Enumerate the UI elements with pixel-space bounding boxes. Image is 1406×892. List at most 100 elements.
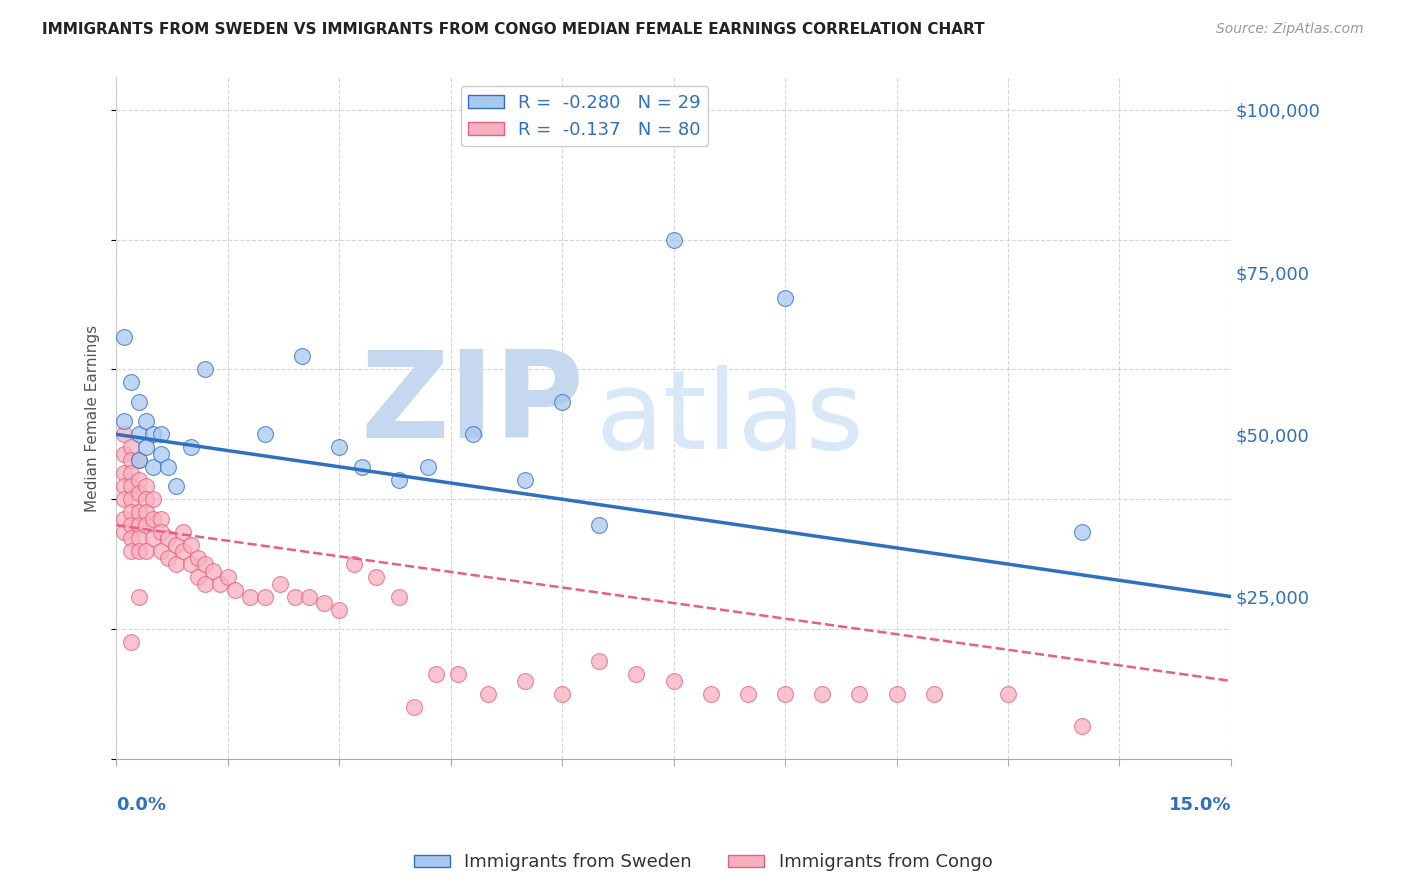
Point bbox=[112, 427, 135, 442]
Point bbox=[328, 440, 350, 454]
Point bbox=[112, 511, 135, 525]
Point bbox=[253, 590, 276, 604]
Point bbox=[128, 485, 150, 500]
Point bbox=[209, 576, 232, 591]
Point bbox=[194, 557, 217, 571]
Point bbox=[194, 362, 217, 376]
Point bbox=[120, 492, 142, 507]
Point bbox=[477, 687, 499, 701]
Point bbox=[128, 590, 150, 604]
Point bbox=[1071, 524, 1094, 539]
Point bbox=[112, 524, 135, 539]
Point bbox=[588, 655, 610, 669]
Point bbox=[291, 350, 314, 364]
Y-axis label: Median Female Earnings: Median Female Earnings bbox=[86, 325, 100, 512]
Point bbox=[848, 687, 870, 701]
Point bbox=[128, 453, 150, 467]
Point bbox=[187, 550, 209, 565]
Point bbox=[128, 473, 150, 487]
Point bbox=[461, 427, 484, 442]
Point bbox=[142, 459, 165, 474]
Point bbox=[128, 544, 150, 558]
Point bbox=[343, 557, 366, 571]
Point bbox=[811, 687, 834, 701]
Point bbox=[388, 473, 411, 487]
Point bbox=[142, 531, 165, 545]
Point bbox=[157, 531, 180, 545]
Point bbox=[172, 524, 194, 539]
Point bbox=[135, 414, 157, 428]
Point bbox=[402, 699, 425, 714]
Point bbox=[662, 673, 685, 688]
Point bbox=[180, 440, 202, 454]
Point bbox=[773, 291, 796, 305]
Point bbox=[112, 330, 135, 344]
Point bbox=[253, 427, 276, 442]
Text: IMMIGRANTS FROM SWEDEN VS IMMIGRANTS FROM CONGO MEDIAN FEMALE EARNINGS CORRELATI: IMMIGRANTS FROM SWEDEN VS IMMIGRANTS FRO… bbox=[42, 22, 984, 37]
Point bbox=[886, 687, 908, 701]
Point bbox=[773, 687, 796, 701]
Point bbox=[447, 667, 470, 681]
Point bbox=[551, 395, 574, 409]
Point bbox=[112, 467, 135, 481]
Point bbox=[269, 576, 291, 591]
Point bbox=[120, 531, 142, 545]
Point bbox=[128, 395, 150, 409]
Point bbox=[149, 544, 172, 558]
Point bbox=[551, 687, 574, 701]
Point bbox=[298, 590, 321, 604]
Point bbox=[172, 544, 194, 558]
Point bbox=[513, 473, 536, 487]
Point bbox=[135, 479, 157, 493]
Point bbox=[135, 518, 157, 533]
Point bbox=[128, 505, 150, 519]
Point bbox=[224, 583, 246, 598]
Point bbox=[418, 459, 440, 474]
Legend: Immigrants from Sweden, Immigrants from Congo: Immigrants from Sweden, Immigrants from … bbox=[406, 847, 1000, 879]
Point bbox=[737, 687, 759, 701]
Point bbox=[120, 635, 142, 649]
Point bbox=[187, 570, 209, 584]
Point bbox=[588, 518, 610, 533]
Point bbox=[128, 453, 150, 467]
Point bbox=[120, 467, 142, 481]
Point bbox=[284, 590, 307, 604]
Point bbox=[165, 479, 187, 493]
Point bbox=[513, 673, 536, 688]
Point bbox=[194, 576, 217, 591]
Point bbox=[180, 557, 202, 571]
Point bbox=[120, 544, 142, 558]
Point bbox=[142, 492, 165, 507]
Point bbox=[120, 440, 142, 454]
Point bbox=[149, 447, 172, 461]
Point bbox=[157, 459, 180, 474]
Point bbox=[165, 538, 187, 552]
Point bbox=[149, 511, 172, 525]
Text: 0.0%: 0.0% bbox=[117, 797, 166, 814]
Point bbox=[1071, 719, 1094, 733]
Point bbox=[128, 531, 150, 545]
Point bbox=[239, 590, 262, 604]
Point bbox=[314, 596, 336, 610]
Text: atlas: atlas bbox=[596, 365, 865, 472]
Point bbox=[120, 518, 142, 533]
Point bbox=[217, 570, 239, 584]
Point bbox=[922, 687, 945, 701]
Point bbox=[201, 564, 224, 578]
Point bbox=[112, 479, 135, 493]
Point bbox=[149, 427, 172, 442]
Point bbox=[425, 667, 447, 681]
Point bbox=[626, 667, 648, 681]
Point bbox=[112, 414, 135, 428]
Point bbox=[135, 440, 157, 454]
Point bbox=[120, 505, 142, 519]
Legend: R =  -0.280   N = 29, R =  -0.137   N = 80: R = -0.280 N = 29, R = -0.137 N = 80 bbox=[461, 87, 709, 146]
Point bbox=[135, 505, 157, 519]
Point bbox=[149, 524, 172, 539]
Point bbox=[350, 459, 373, 474]
Point bbox=[120, 376, 142, 390]
Point bbox=[997, 687, 1019, 701]
Point bbox=[700, 687, 723, 701]
Text: Source: ZipAtlas.com: Source: ZipAtlas.com bbox=[1216, 22, 1364, 37]
Text: ZIP: ZIP bbox=[361, 346, 585, 463]
